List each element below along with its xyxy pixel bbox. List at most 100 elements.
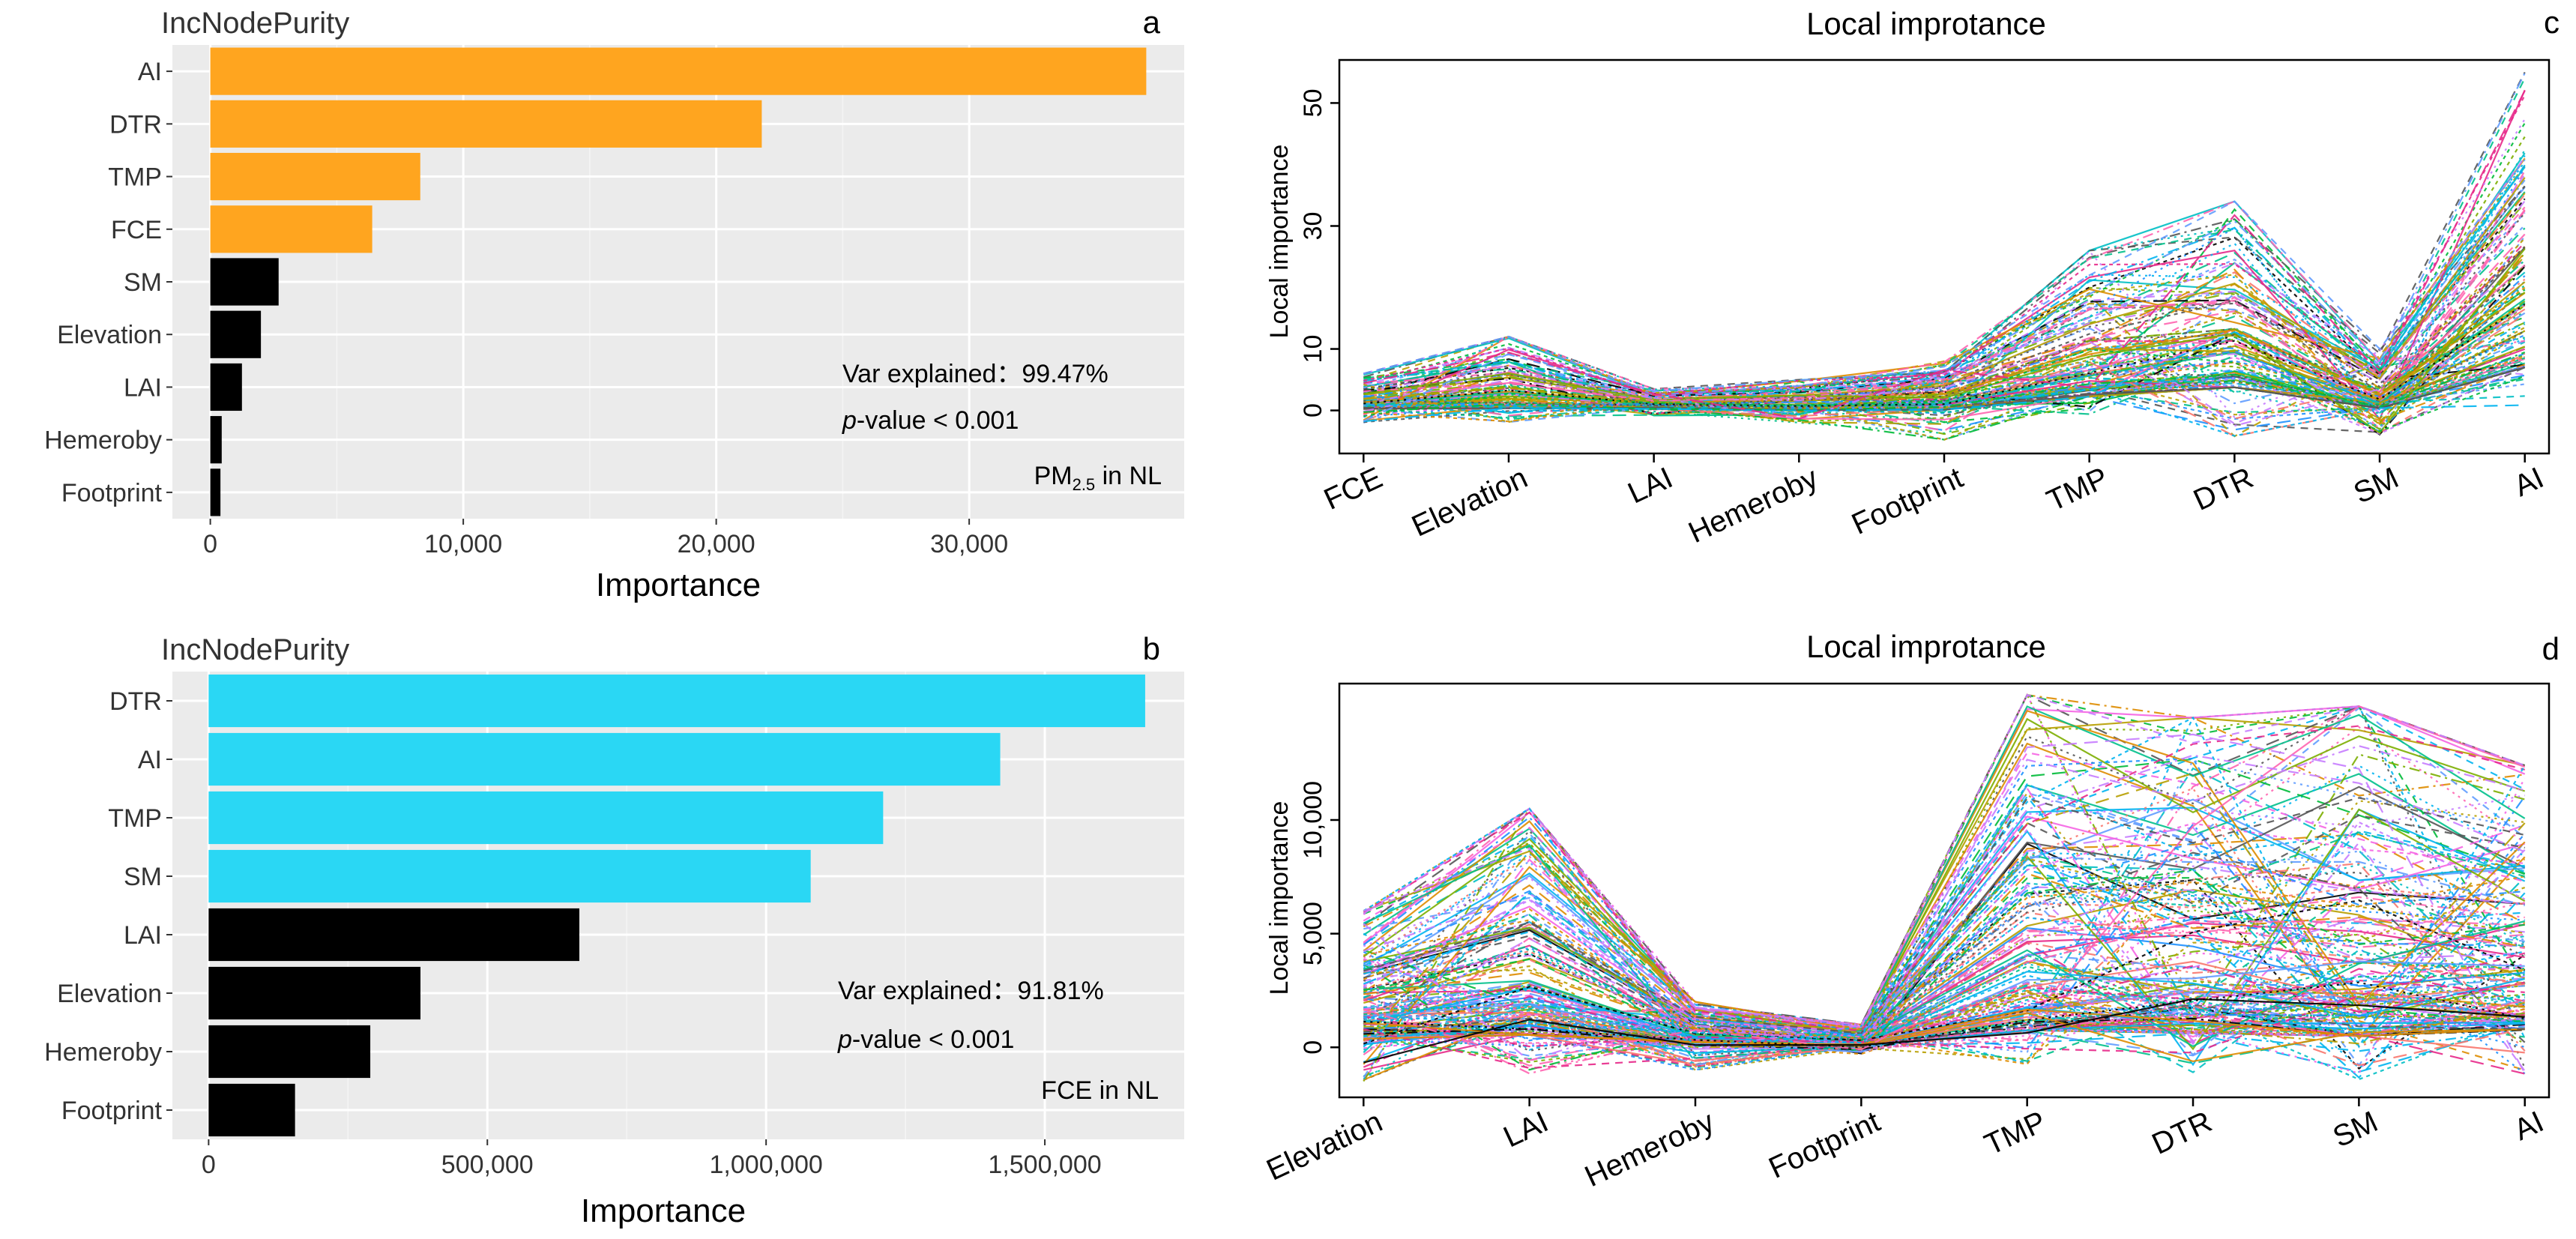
panel-d-series-line: [1363, 807, 2525, 1063]
panel-d-series-line: [1363, 875, 2525, 1040]
panel-b-bar: [208, 732, 1001, 786]
panel-b-importance-chart: IncNodePurity b DTR AI TMP SM LAI Elevation He…: [44, 631, 1184, 1229]
panel-c-series-line: [1363, 159, 2526, 397]
panel-b-bar: [208, 966, 420, 1020]
panel-c-category-label: Elevation: [1407, 461, 1533, 543]
panel-b-x-tick-label: 500,000: [441, 1151, 534, 1179]
panel-c-local-importance-chart: Local improtance c Local importance 0 10 3…: [1265, 4, 2560, 549]
panel-b-p-italic: p: [837, 1025, 852, 1054]
panel-b-category-label: Hemeroby: [44, 1038, 162, 1067]
panel-c-series-line: [1363, 365, 2526, 420]
panel-a-x-tick-label: 0: [203, 530, 217, 558]
panel-a-bar: [210, 416, 222, 464]
panel-d-series-line: [1363, 896, 2525, 1075]
panel-d-series-line: [1363, 833, 2526, 1035]
panel-c-series-line: [1363, 90, 2526, 420]
panel-b-x-tick-label: 0: [202, 1151, 216, 1179]
panel-b-category-label: SM: [124, 863, 162, 891]
panel-a-x-tick-label: 30,000: [930, 530, 1008, 558]
panel-d-series-line: [1363, 879, 2526, 1070]
panel-a-p-italic: p: [842, 406, 857, 435]
panel-c-category-label: DTR: [2189, 461, 2258, 517]
panel-d-series-line: [1363, 863, 2526, 1039]
panel-c-series-line: [1363, 157, 2526, 425]
panel-a-category-label: Footprint: [61, 479, 163, 507]
panel-d-category-label: DTR: [2147, 1105, 2217, 1161]
panel-d-series-line: [1363, 693, 2526, 1026]
panel-c-series-line: [1363, 349, 2526, 432]
panel-d-plot-frame: [1338, 682, 2551, 1099]
panel-c-letter: c: [2544, 4, 2560, 40]
panel-d-y-tick-label: 0: [1299, 1040, 1327, 1055]
panel-b-bar: [208, 1083, 295, 1137]
panel-a-bar: [210, 363, 242, 412]
panel-d-series-line: [1363, 965, 2525, 1046]
panel-a-x-axis-label: Importance: [596, 567, 761, 603]
panel-c-category-label: AI: [2509, 461, 2549, 503]
panel-c-series-line: [1363, 248, 2526, 435]
panel-a-category-label: TMP: [108, 163, 162, 192]
panel-d-letter: d: [2542, 631, 2560, 666]
panel-d-series-line: [1363, 862, 2526, 1052]
panel-d-series-line: [1363, 981, 2525, 1057]
panel-c-series-line: [1363, 164, 2526, 406]
panel-d-series-line: [1363, 751, 2525, 1028]
panel-d-series-line: [1363, 971, 2525, 1046]
panel-d-series-line: [1363, 1004, 2525, 1047]
panel-d-series-line: [1363, 981, 2525, 1049]
panel-d-category-label: Elevation: [1261, 1105, 1387, 1187]
panel-a-title: IncNodePurity: [161, 7, 349, 40]
panel-d-category-label: TMP: [1979, 1105, 2051, 1162]
panel-c-y-tick-label: 30: [1299, 212, 1327, 241]
panel-d-series-line: [1363, 726, 2526, 1070]
panel-d-series-line: [1363, 886, 2526, 1062]
panel-c-series-line: [1363, 281, 2526, 406]
panel-b-category-label: TMP: [108, 804, 162, 833]
panel-d-series-line: [1363, 987, 2525, 1050]
panel-a-dataset-tag: PM2.5 in NL: [1034, 462, 1162, 494]
panel-a-letter: a: [1143, 4, 1161, 40]
panel-c-category-label: FCE: [1319, 461, 1387, 516]
panel-b-bar: [208, 849, 811, 903]
panel-b-x-axis-label: Importance: [581, 1193, 746, 1229]
panel-d-series-line: [1363, 998, 2525, 1064]
panel-c-series-line: [1363, 184, 2526, 412]
panel-c-category-label: Footprint: [1847, 461, 1968, 541]
panel-d-series-line: [1363, 786, 2526, 1081]
panel-d-category-label: Hemeroby: [1580, 1105, 1719, 1193]
panel-a-p-rest: -value < 0.001: [857, 406, 1019, 435]
panel-b-p-rest: -value < 0.001: [852, 1025, 1014, 1054]
panel-d-series-line: [1363, 991, 2525, 1049]
panel-c-y-tick-label: 0: [1299, 403, 1327, 417]
panel-a-category-label: AI: [138, 58, 162, 86]
panel-b-category-label: Footprint: [61, 1097, 163, 1125]
panel-d-series-line: [1363, 693, 2526, 1034]
panel-a-tag-main: PM: [1034, 462, 1073, 490]
panel-c-series-line: [1363, 200, 2526, 427]
panel-d-series-line: [1363, 742, 2526, 1040]
panel-c-y-tick-label: 10: [1299, 335, 1327, 364]
panel-b-dataset-tag: FCE in NL: [1041, 1076, 1159, 1105]
panel-c-series-line: [1363, 122, 2526, 394]
panel-d-series-line: [1363, 795, 2525, 1037]
panel-a-bar: [210, 205, 372, 253]
panel-b-title: IncNodePurity: [161, 633, 349, 666]
panel-c-series-line: [1363, 233, 2526, 432]
panel-d-series-line: [1363, 918, 2525, 1055]
panel-d-series-line: [1363, 999, 2525, 1046]
panel-d-series-line: [1363, 918, 2525, 1040]
panel-d-category-label: LAI: [1498, 1105, 1553, 1154]
panel-d-series-line: [1363, 993, 2525, 1055]
panel-d-series-line: [1363, 992, 2525, 1047]
panel-a-p-value: p-value < 0.001: [842, 406, 1019, 435]
panel-d-series-line: [1363, 920, 2525, 1048]
panel-c-series-line: [1363, 298, 2525, 397]
panel-d-category-label: Footprint: [1764, 1105, 1885, 1185]
panel-c-series-line: [1363, 259, 2526, 420]
panel-c-series-line: [1363, 94, 2526, 396]
panel-d-series-line: [1363, 960, 2525, 1053]
panel-d-series-line: [1363, 961, 2525, 1067]
panel-d-series-line: [1363, 693, 2526, 1050]
panel-a-category-label: LAI: [124, 373, 162, 402]
